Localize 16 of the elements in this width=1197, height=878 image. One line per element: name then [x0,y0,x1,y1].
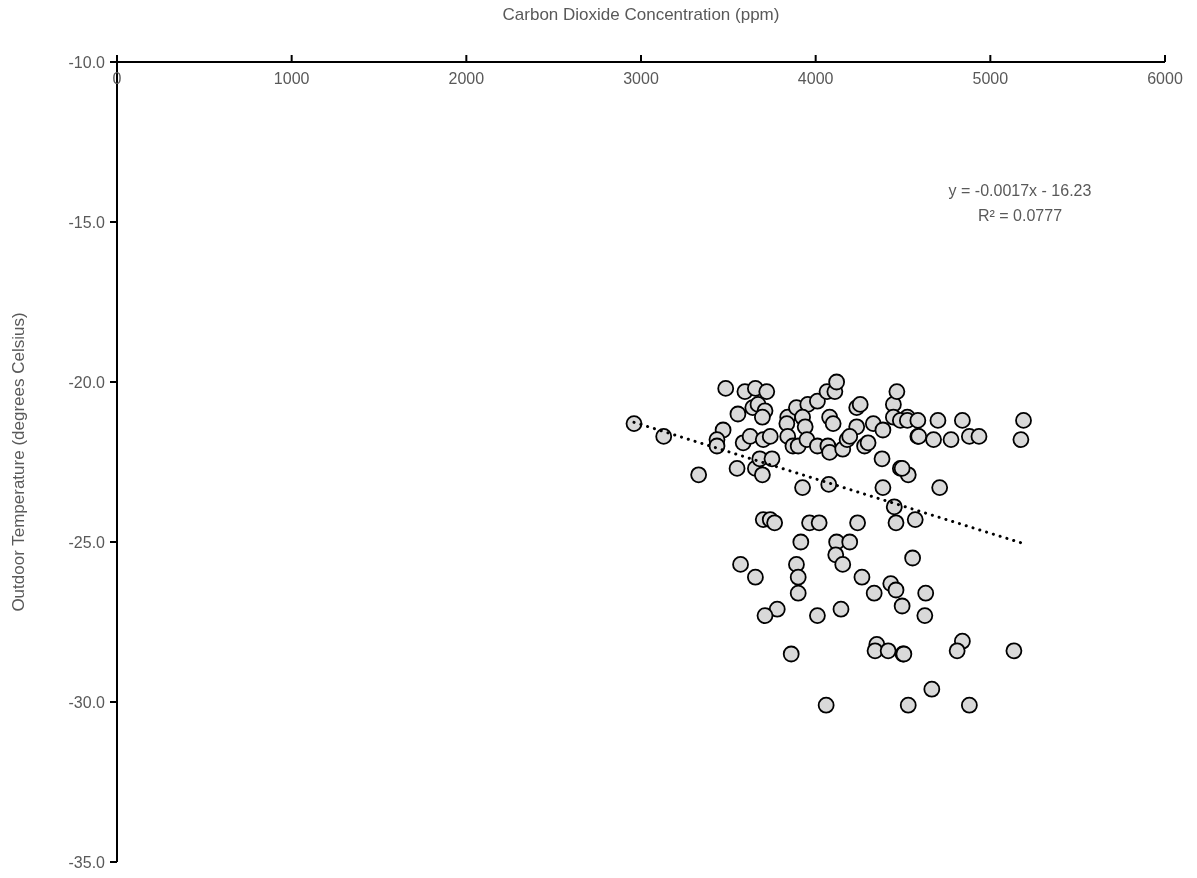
y-tick-label: -30.0 [68,693,106,711]
x-tick-label: 6000 [1147,70,1183,87]
y-axis-title: Outdoor Temperature (degrees Celsius) [9,312,28,612]
annotation: R² = 0.0777 [977,207,1063,224]
y-tick-label: -20.0 [68,373,106,391]
x-axis-title: Carbon Dioxide Concentration (ppm) [502,5,780,24]
x-tick-label: 3000 [623,70,659,87]
x-tick-label: 5000 [972,70,1009,87]
y-tick-label: -15.0 [68,213,106,231]
y-tick-label: -25.0 [68,533,106,551]
annotation: y = -0.0017x - 16.23 [948,182,1092,199]
y-tick-label: -35.0 [68,853,106,871]
x-tick-label: 1000 [273,70,310,87]
y-tick-label: -10.0 [68,53,106,71]
x-tick-label: 4000 [797,70,834,87]
x-tick-label: 2000 [448,70,485,87]
